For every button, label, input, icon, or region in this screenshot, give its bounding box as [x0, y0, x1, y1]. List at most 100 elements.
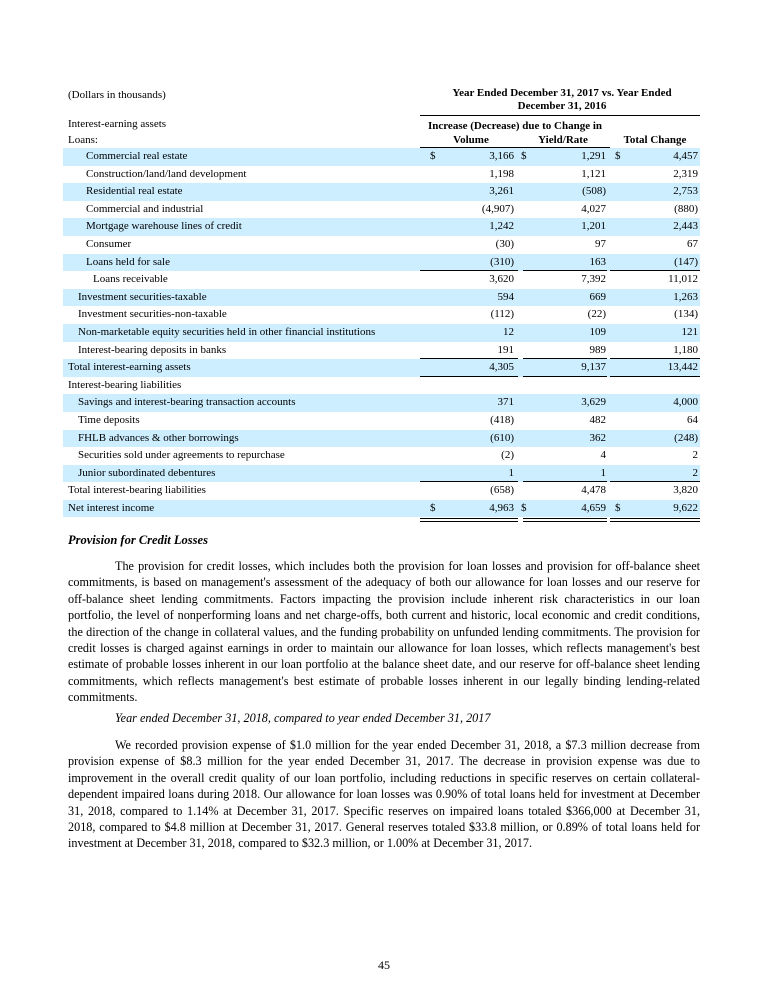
row-label: Total interest-earning assets: [68, 361, 191, 374]
row-value: 9,137: [581, 361, 606, 374]
table-row: Loans held for sale (310) 163 (147): [63, 253, 700, 272]
row-value: 594: [497, 290, 515, 303]
row-value: 11,012: [668, 273, 698, 286]
row-value: 4,457: [673, 150, 698, 162]
table-row: Investment securities-non-taxable (112) (2…: [63, 306, 700, 324]
currency-symbol: $: [615, 150, 621, 162]
row-label: Loans held for sale: [86, 255, 170, 268]
table-row: Consumer (30) 97 67: [63, 236, 700, 254]
row-label: Time deposits: [78, 413, 140, 426]
row-value: (418): [490, 413, 514, 426]
row-value: 4,478: [581, 484, 606, 497]
row-label: Interest-bearing liabilities: [68, 378, 182, 391]
rate-volume-table: Commercial real estate 3,166 1,291 4,457 $ $ $…: [63, 148, 700, 522]
total-rule: [420, 358, 518, 360]
row-label: Total interest-bearing liabilities: [68, 484, 206, 497]
row-value: 12: [503, 325, 514, 338]
row-label: Mortgage warehouse lines of credit: [86, 220, 242, 233]
row-value: 9,622: [673, 501, 698, 514]
row-label: Investment securities-non-taxable: [78, 308, 227, 321]
row-value: (112): [490, 308, 514, 321]
row-value: (880): [674, 202, 698, 215]
row-value: 1: [600, 466, 607, 479]
table-row: Loans receivable 3,620 7,392 11,012: [63, 271, 700, 289]
row-value: 4,027: [581, 202, 606, 215]
table-row: Savings and interest-bearing transaction…: [63, 394, 700, 412]
row-value: 362: [589, 431, 607, 444]
row-value: 4,000: [673, 396, 698, 409]
row-value: 1,180: [673, 343, 698, 356]
row-label: Commercial real estate: [86, 150, 188, 162]
row-value: 2: [692, 466, 699, 479]
table-row: Commercial and industrial (4,907) 4,027 (88…: [63, 201, 700, 219]
column-header-yield-rate: Yield/Rate: [538, 134, 588, 146]
total-rule: [610, 270, 700, 272]
row-label: Interest-bearing deposits in banks: [78, 343, 227, 356]
column-header-volume: Volume: [453, 134, 489, 146]
row-label: Junior subordinated debentures: [78, 466, 216, 479]
table-row: Mortgage warehouse lines of credit 1,242 1…: [63, 218, 700, 236]
row-value: 4: [600, 449, 607, 462]
row-value: 2,319: [673, 167, 698, 180]
total-rule: [523, 358, 607, 360]
row-value: 1,198: [489, 167, 514, 180]
row-label: Loans receivable: [93, 273, 168, 286]
row-value: 4,305: [489, 361, 514, 374]
total-rule: [420, 375, 518, 377]
row-value: 97: [595, 237, 606, 250]
row-value: 1: [508, 466, 515, 479]
row-value: 13,442: [667, 361, 698, 374]
row-value: (248): [674, 431, 698, 444]
total-rule: [610, 517, 700, 522]
row-value: 482: [589, 413, 607, 426]
row-label: Net interest income: [68, 501, 155, 514]
total-rule: [420, 517, 518, 522]
table-row: Construction/land/land development 1,198 1…: [63, 166, 700, 184]
column-header-total-change: Total Change: [623, 134, 687, 146]
section-title: Provision for Credit Losses: [68, 533, 208, 547]
section-assets-label: Interest-earning assets: [68, 118, 167, 130]
row-value: 3,629: [581, 396, 606, 409]
row-label: Commercial and industrial: [86, 202, 204, 215]
table-row: Net interest income 4,963 4,659 9,622 $ $ $: [63, 499, 700, 518]
group-header: Increase (Decrease) due to Change in: [427, 120, 603, 132]
row-value: (2): [501, 449, 514, 462]
period-header: Year Ended December 31, 2017 vs. Year En…: [452, 87, 672, 112]
row-value: (30): [495, 237, 514, 250]
row-label: Securities sold under agreements to repu…: [78, 449, 285, 462]
table-row: Residential real estate 3,261 (508) 2,753: [63, 183, 700, 201]
total-rule: [523, 517, 607, 522]
row-value: (4,907): [481, 202, 514, 215]
row-value: 64: [687, 413, 698, 426]
total-rule: [420, 270, 518, 272]
table-row: Time deposits (418) 482 64: [63, 412, 700, 430]
table-row: Commercial real estate 3,166 1,291 4,457 $ $ $: [63, 148, 700, 166]
total-rule: [523, 375, 607, 377]
row-label: Residential real estate: [86, 185, 183, 198]
row-value: 163: [589, 255, 607, 268]
page-number: 45: [378, 958, 390, 972]
row-value: 669: [589, 290, 607, 303]
row-value: 1,263: [673, 290, 698, 303]
currency-symbol: $: [615, 501, 621, 514]
subheading: Year ended December 31, 2018, compared t…: [115, 711, 491, 725]
row-value: 4,659: [581, 501, 606, 514]
row-value: (658): [490, 484, 514, 497]
row-value: 1,242: [489, 220, 514, 233]
row-label: Non-marketable equity securities held in…: [78, 325, 376, 338]
paragraph-2018: We recorded provision expense of $1.0 mi…: [68, 738, 700, 851]
row-value: (147): [674, 255, 698, 268]
total-rule: [420, 481, 518, 483]
row-value: 109: [589, 325, 607, 338]
row-value: (134): [674, 308, 698, 321]
row-label: Savings and interest-bearing transaction…: [78, 396, 296, 409]
row-value: 3,820: [673, 484, 698, 497]
row-value: 2,753: [673, 185, 698, 198]
row-value: 3,620: [489, 273, 514, 286]
total-rule: [523, 481, 607, 483]
row-value: (508): [582, 185, 606, 198]
row-value: 1,201: [581, 220, 606, 233]
row-value: (22): [587, 308, 606, 321]
total-rule: [610, 375, 700, 377]
